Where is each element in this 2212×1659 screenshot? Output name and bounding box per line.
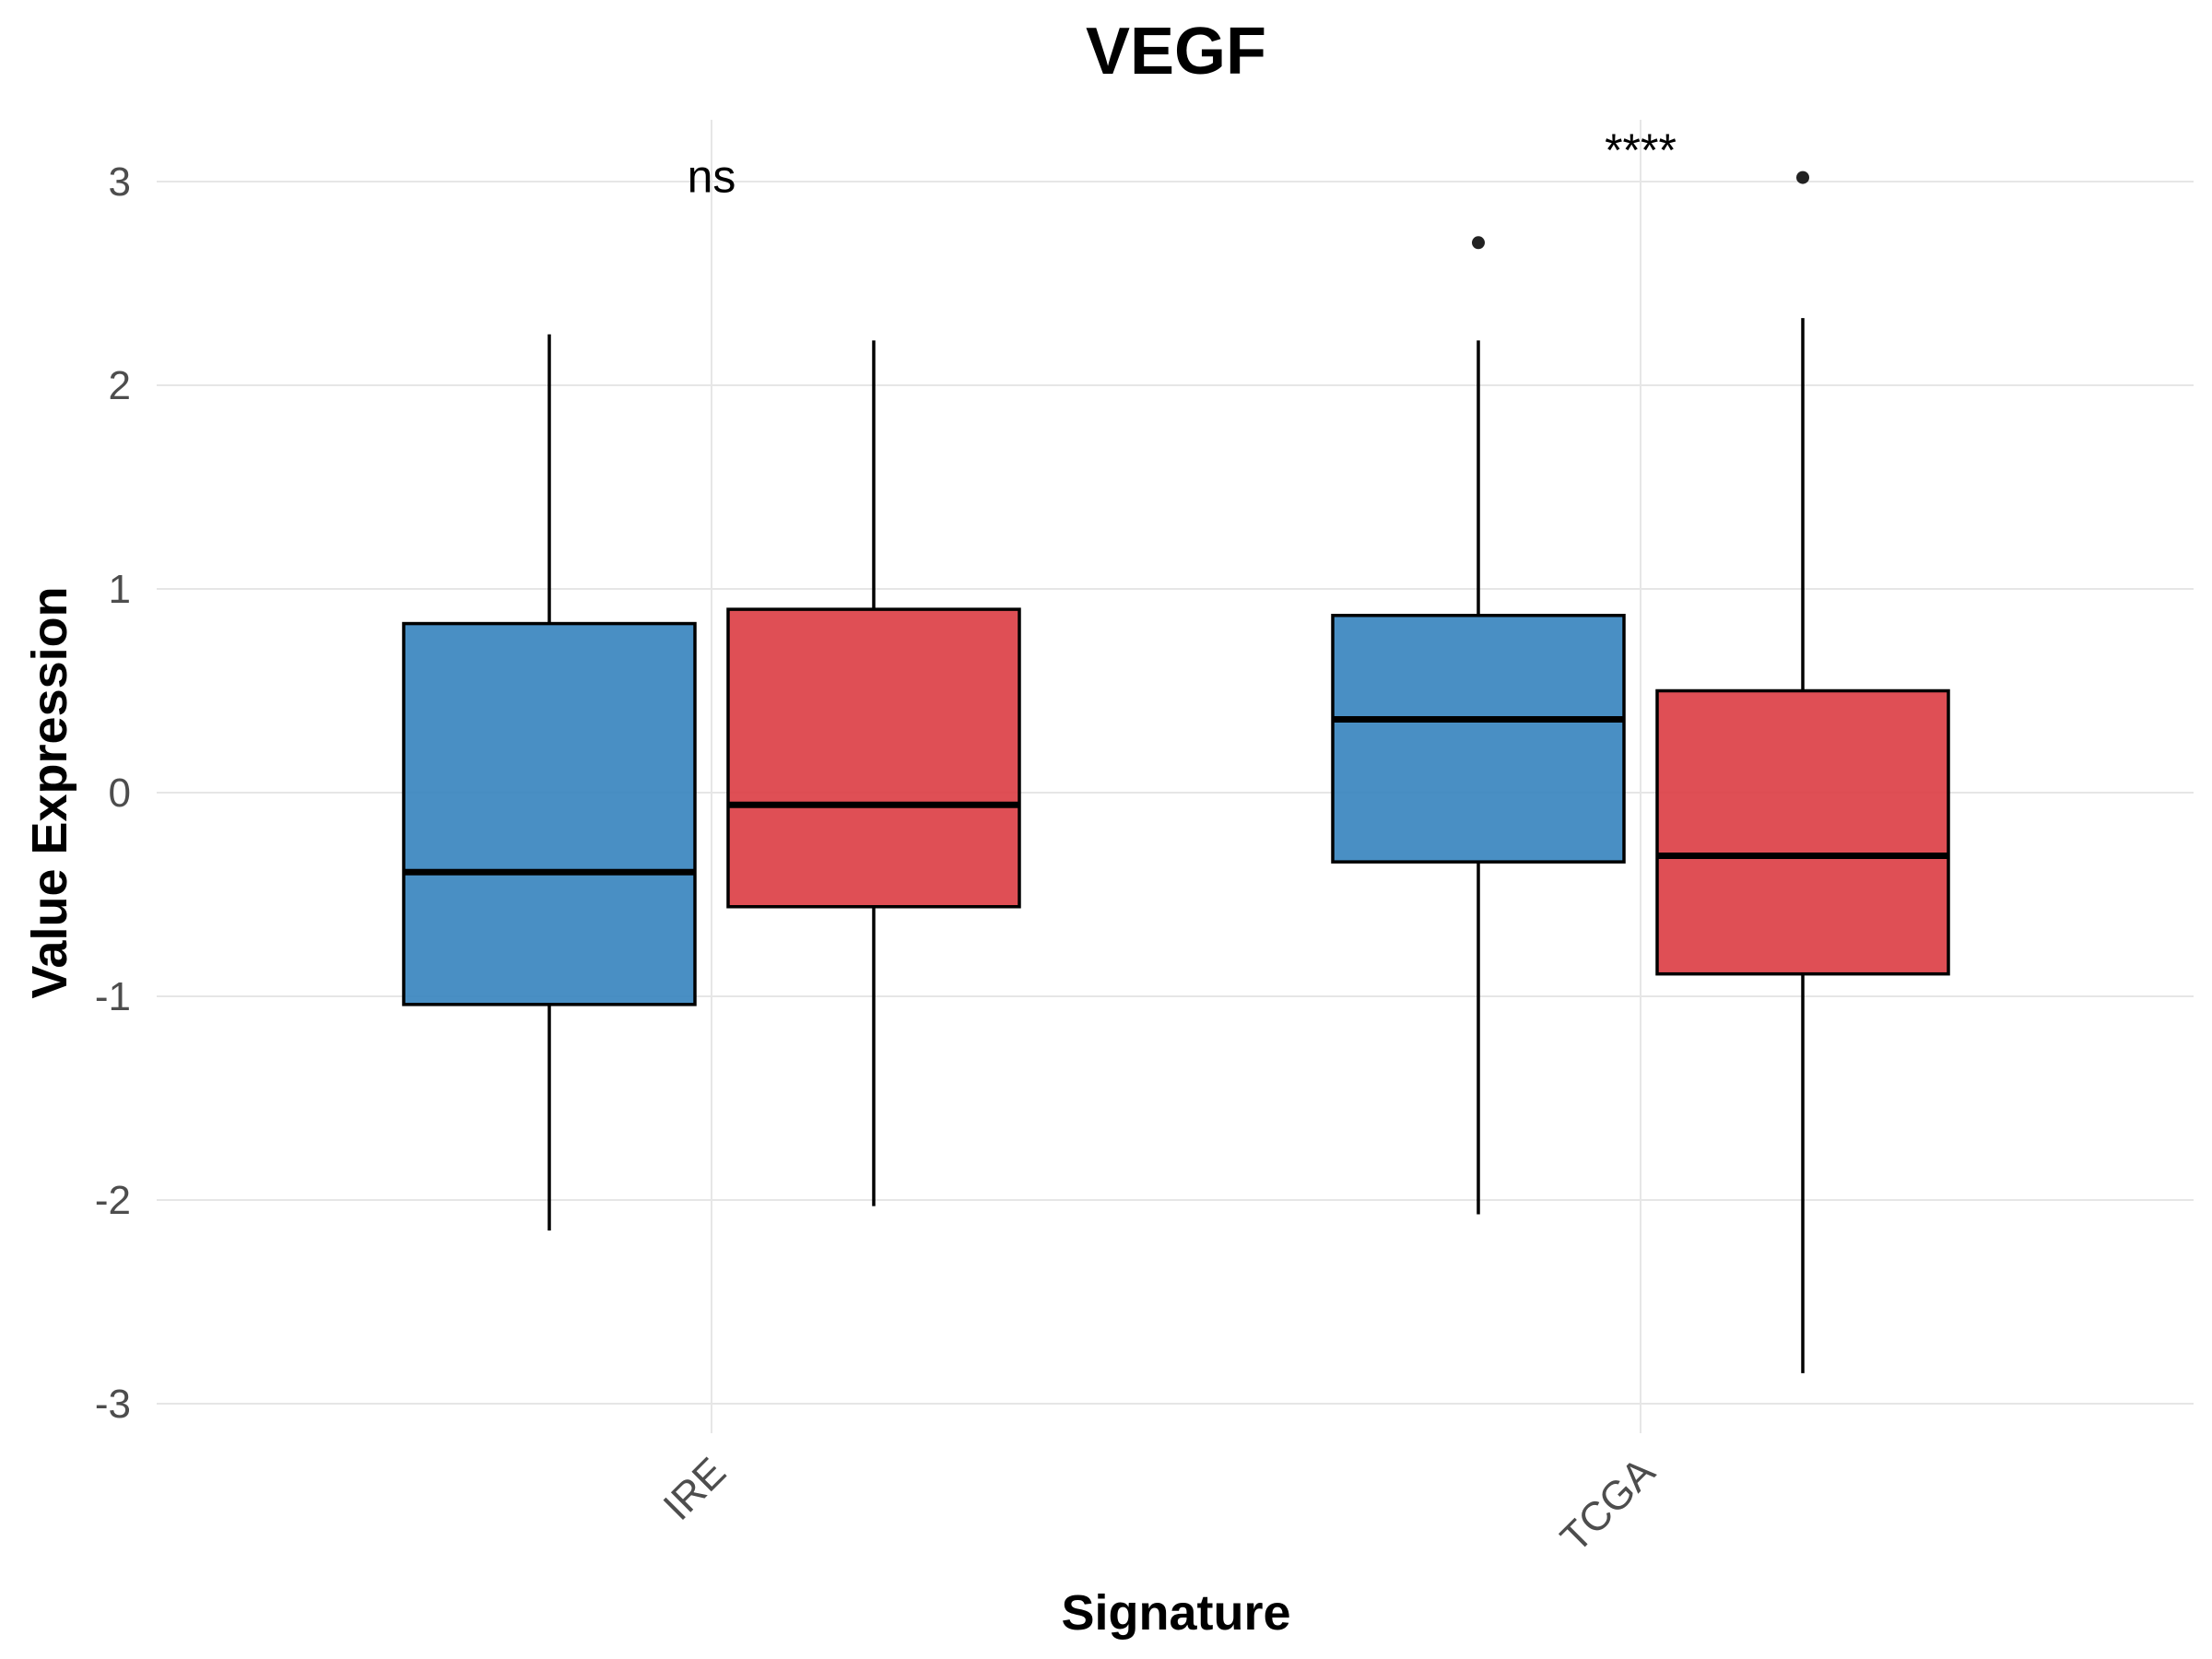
y-tick-label: -3 <box>95 1382 131 1427</box>
y-tick-label: 1 <box>109 567 131 612</box>
y-tick-label: -2 <box>95 1178 131 1223</box>
y-tick-label: 3 <box>109 159 131 205</box>
boxplot-IRE-0 <box>402 334 697 1231</box>
boxplot-TCGA-0 <box>1331 236 1626 1215</box>
x-tick-label: TCGA <box>1552 1449 1665 1561</box>
box <box>1655 688 1950 976</box>
significance-annotations: ns **** <box>688 124 1677 203</box>
box <box>726 607 1021 909</box>
outlier-point <box>1796 171 1809 184</box>
x-axis-title: Signature <box>1061 1585 1290 1641</box>
boxplot-TCGA-1 <box>1655 171 1950 1373</box>
boxplot-IRE-1 <box>726 340 1021 1206</box>
significance-label: ns <box>688 151 736 203</box>
y-axis-title: Value Expression <box>22 586 77 998</box>
chart-title: VEGF <box>1086 15 1266 88</box>
outlier-point <box>1472 236 1485 250</box>
y-tick-label: 0 <box>109 771 131 816</box>
box <box>402 621 697 1006</box>
boxplots <box>402 171 1950 1373</box>
box <box>1331 613 1626 864</box>
x-tick-label: IRE <box>655 1449 735 1529</box>
x-tick-labels: IRE TCGA <box>655 1449 1665 1561</box>
y-tick-label: -1 <box>95 974 131 1019</box>
significance-label: **** <box>1605 124 1677 176</box>
y-tick-label: 2 <box>109 363 131 408</box>
y-tick-labels: -3 -2 -1 0 1 2 3 <box>95 159 131 1427</box>
